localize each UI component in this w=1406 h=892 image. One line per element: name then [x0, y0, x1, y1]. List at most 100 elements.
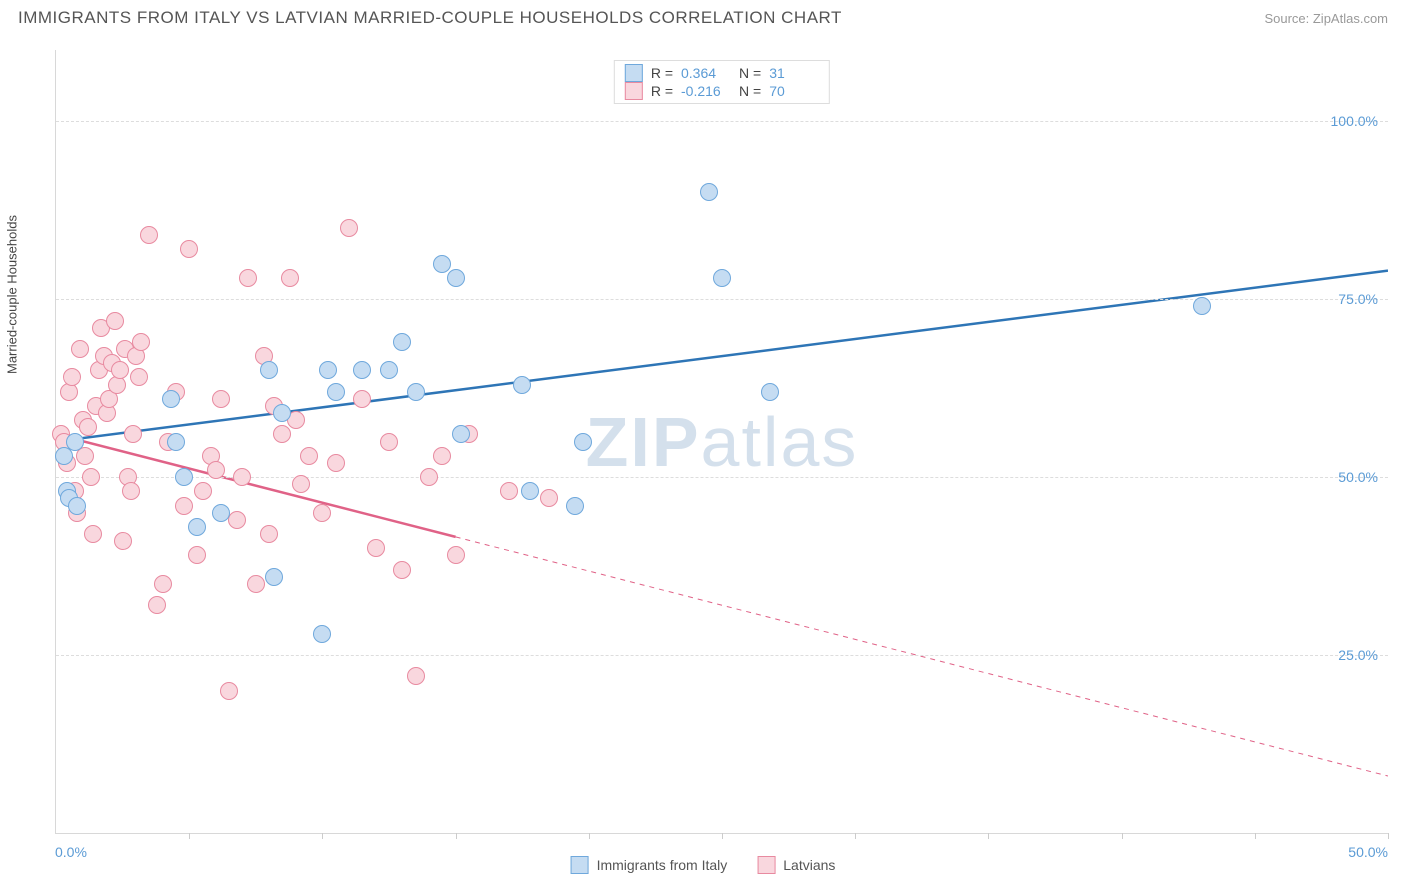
data-point	[162, 390, 180, 408]
data-point	[521, 482, 539, 500]
data-point	[82, 468, 100, 486]
data-point	[761, 383, 779, 401]
data-point	[260, 525, 278, 543]
data-point	[340, 219, 358, 237]
data-point	[407, 383, 425, 401]
data-point	[566, 497, 584, 515]
scatter-chart: ZIPatlas R = 0.364 N = 31 R = -0.216 N =…	[55, 50, 1388, 834]
data-point	[154, 575, 172, 593]
chart-title: IMMIGRANTS FROM ITALY VS LATVIAN MARRIED…	[18, 8, 842, 28]
legend-item-blue: Immigrants from Italy	[571, 856, 728, 874]
data-point	[353, 390, 371, 408]
data-point	[148, 596, 166, 614]
n-label: N =	[739, 65, 761, 81]
data-point	[1193, 297, 1211, 315]
series-legend: Immigrants from Italy Latvians	[571, 856, 836, 874]
data-point	[132, 333, 150, 351]
data-point	[513, 376, 531, 394]
data-point	[452, 425, 470, 443]
data-point	[574, 433, 592, 451]
data-point	[447, 546, 465, 564]
data-point	[281, 269, 299, 287]
data-point	[194, 482, 212, 500]
data-point	[447, 269, 465, 287]
data-point	[84, 525, 102, 543]
data-point	[313, 504, 331, 522]
x-max-label: 50.0%	[1348, 844, 1388, 860]
data-point	[273, 425, 291, 443]
y-axis-label: Married-couple Households	[5, 215, 20, 374]
data-point	[713, 269, 731, 287]
swatch-pink	[757, 856, 775, 874]
data-point	[327, 454, 345, 472]
watermark: ZIPatlas	[586, 402, 859, 482]
data-point	[420, 468, 438, 486]
r-label: R =	[651, 65, 673, 81]
data-point	[353, 361, 371, 379]
data-point	[433, 447, 451, 465]
data-point	[327, 383, 345, 401]
data-point	[71, 340, 89, 358]
n-label: N =	[739, 83, 761, 99]
data-point	[313, 625, 331, 643]
swatch-pink	[625, 82, 643, 100]
legend-item-pink: Latvians	[757, 856, 835, 874]
swatch-blue	[625, 64, 643, 82]
data-point	[233, 468, 251, 486]
data-point	[188, 518, 206, 536]
data-point	[124, 425, 142, 443]
legend-label-blue: Immigrants from Italy	[597, 857, 728, 873]
data-point	[300, 447, 318, 465]
regression-lines	[56, 50, 1388, 833]
data-point	[63, 368, 81, 386]
data-point	[700, 183, 718, 201]
data-point	[167, 433, 185, 451]
data-point	[79, 418, 97, 436]
data-point	[188, 546, 206, 564]
data-point	[212, 390, 230, 408]
data-point	[393, 561, 411, 579]
data-point	[122, 482, 140, 500]
data-point	[393, 333, 411, 351]
stats-row-blue: R = 0.364 N = 31	[625, 64, 819, 82]
n-value-blue: 31	[769, 65, 819, 81]
data-point	[407, 667, 425, 685]
data-point	[130, 368, 148, 386]
data-point	[367, 539, 385, 557]
data-point	[68, 497, 86, 515]
r-value-blue: 0.364	[681, 65, 731, 81]
data-point	[260, 361, 278, 379]
data-point	[76, 447, 94, 465]
chart-header: IMMIGRANTS FROM ITALY VS LATVIAN MARRIED…	[0, 0, 1406, 36]
data-point	[111, 361, 129, 379]
x-min-label: 0.0%	[55, 844, 87, 860]
n-value-pink: 70	[769, 83, 819, 99]
data-point	[175, 468, 193, 486]
data-point	[319, 361, 337, 379]
data-point	[540, 489, 558, 507]
data-point	[175, 497, 193, 515]
data-point	[265, 568, 283, 586]
legend-label-pink: Latvians	[783, 857, 835, 873]
data-point	[180, 240, 198, 258]
data-point	[380, 433, 398, 451]
data-point	[140, 226, 158, 244]
swatch-blue	[571, 856, 589, 874]
data-point	[114, 532, 132, 550]
data-point	[433, 255, 451, 273]
data-point	[212, 504, 230, 522]
stats-row-pink: R = -0.216 N = 70	[625, 82, 819, 100]
data-point	[292, 475, 310, 493]
data-point	[106, 312, 124, 330]
data-point	[273, 404, 291, 422]
data-point	[247, 575, 265, 593]
data-point	[500, 482, 518, 500]
r-label: R =	[651, 83, 673, 99]
data-point	[228, 511, 246, 529]
data-point	[239, 269, 257, 287]
data-point	[220, 682, 238, 700]
source-label: Source: ZipAtlas.com	[1264, 11, 1388, 26]
stats-legend: R = 0.364 N = 31 R = -0.216 N = 70	[614, 60, 830, 104]
data-point	[380, 361, 398, 379]
r-value-pink: -0.216	[681, 83, 731, 99]
